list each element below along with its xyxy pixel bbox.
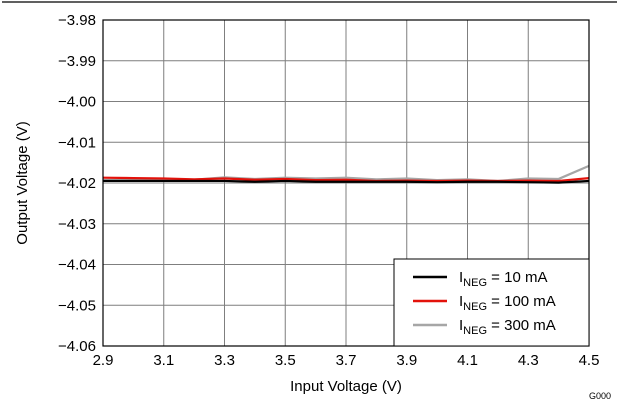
y-axis-title: Output Voltage (V) [14, 121, 31, 244]
y-tick-labels: −3.98 −3.99 −4.00 −4.01 −4.02 −4.03 −4.04 −4.05… [58, 12, 96, 355]
series-line-10-ma [103, 179, 590, 184]
y-tick-label: −3.99 [58, 53, 96, 70]
legend-box [393, 258, 590, 347]
x-tick-label: 3.1 [153, 352, 174, 369]
series-lines [102, 164, 590, 184]
x-tick-label: 3.3 [214, 352, 235, 369]
y-tick-label: −3.98 [58, 12, 96, 29]
legend-label: INEG = 300 mA [459, 317, 556, 337]
x-axis-title: Input Voltage (V) [290, 378, 402, 395]
y-tick-label: −4.02 [58, 175, 96, 192]
x-tick-label: 2.9 [93, 352, 114, 369]
plot-frame [102, 19, 590, 347]
grid [103, 20, 589, 346]
figure-id: G000 [589, 391, 611, 401]
legend-label: INEG = 10 mA [459, 269, 547, 289]
y-tick-label: −4.00 [58, 94, 96, 111]
x-tick-label: 4.5 [579, 352, 600, 369]
x-tick-label: 4.3 [518, 352, 539, 369]
y-tick-label: −4.01 [58, 134, 96, 151]
y-tick-label: −4.05 [58, 297, 96, 314]
y-tick-label: −4.04 [58, 257, 96, 274]
x-tick-label: 3.7 [336, 352, 357, 369]
x-tick-label: 3.5 [275, 352, 296, 369]
legend-label: INEG = 100 mA [459, 293, 556, 313]
x-tick-label: 3.9 [396, 352, 417, 369]
y-tick-label: −4.03 [58, 216, 96, 233]
x-tick-labels: 2.9 3.1 3.3 3.5 3.7 3.9 4.1 4.3 4.5 [93, 352, 600, 369]
y-tick-label: −4.06 [58, 338, 96, 355]
legend: INEG = 10 mA INEG = 100 mA INEG = 300 mA [393, 258, 590, 347]
x-tick-label: 4.1 [457, 352, 478, 369]
